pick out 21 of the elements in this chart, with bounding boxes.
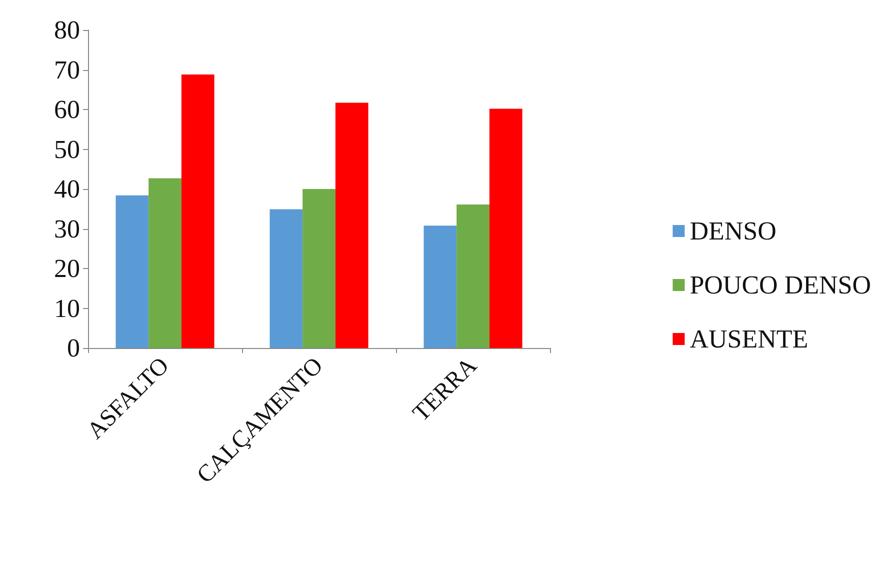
y-tick-label: 40 (54, 174, 80, 204)
y-tick-label: 20 (54, 254, 80, 283)
y-tick-label: 30 (54, 214, 80, 244)
legend-label: AUSENTE (690, 324, 808, 354)
y-tick-label: 70 (54, 55, 80, 84)
bar (270, 209, 303, 348)
legend-label: DENSO (690, 216, 776, 246)
y-tick-label: 60 (54, 95, 80, 124)
legend-label: POUCO DENSO (690, 270, 872, 300)
bar (424, 226, 457, 348)
bar (116, 195, 149, 348)
bar (181, 74, 214, 348)
bar (456, 204, 490, 348)
bar (335, 102, 368, 348)
bar (489, 108, 522, 348)
y-tick-label: 0 (67, 334, 80, 362)
bar (302, 189, 336, 348)
bar (148, 178, 182, 348)
y-tick-label: 80 (54, 16, 80, 44)
y-tick-label: 10 (54, 294, 80, 323)
y-tick-label: 50 (54, 134, 80, 164)
